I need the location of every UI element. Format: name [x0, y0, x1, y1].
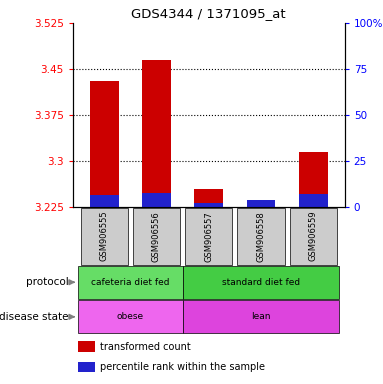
Bar	[142, 193, 171, 207]
Text: obese: obese	[117, 312, 144, 321]
Text: GSM906558: GSM906558	[257, 211, 265, 262]
FancyBboxPatch shape	[185, 208, 232, 265]
FancyBboxPatch shape	[78, 266, 183, 299]
Bar	[78, 362, 95, 372]
Title: GDS4344 / 1371095_at: GDS4344 / 1371095_at	[131, 7, 286, 20]
Text: GSM906556: GSM906556	[152, 211, 161, 262]
Bar	[247, 200, 275, 207]
Bar	[299, 194, 328, 207]
Text: transformed count: transformed count	[100, 341, 191, 351]
Text: GSM906559: GSM906559	[309, 211, 318, 262]
FancyBboxPatch shape	[78, 300, 183, 333]
FancyBboxPatch shape	[290, 208, 337, 265]
FancyBboxPatch shape	[80, 208, 128, 265]
Text: protocol: protocol	[26, 277, 69, 287]
FancyBboxPatch shape	[183, 266, 339, 299]
Bar	[194, 189, 223, 207]
Text: disease state: disease state	[0, 312, 69, 322]
Bar	[90, 81, 118, 207]
FancyBboxPatch shape	[133, 208, 180, 265]
Bar	[142, 60, 171, 207]
FancyBboxPatch shape	[183, 300, 339, 333]
Bar	[90, 195, 118, 207]
Text: percentile rank within the sample: percentile rank within the sample	[100, 362, 265, 372]
Text: lean: lean	[251, 312, 271, 321]
FancyBboxPatch shape	[237, 208, 285, 265]
Bar	[194, 203, 223, 207]
Text: GSM906557: GSM906557	[204, 211, 213, 262]
Text: GSM906555: GSM906555	[100, 211, 109, 262]
Bar	[299, 152, 328, 207]
Bar	[78, 341, 95, 352]
Text: cafeteria diet fed: cafeteria diet fed	[91, 278, 170, 287]
Text: standard diet fed: standard diet fed	[222, 278, 300, 287]
